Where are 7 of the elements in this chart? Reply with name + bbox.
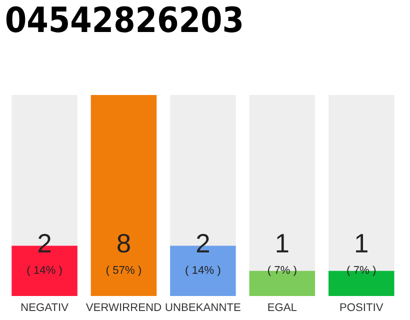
x-tick-label: EGAL [268, 303, 297, 312]
x-tick-label: UNBEKANNTE [166, 303, 240, 312]
x-tick-label: POSITIV [340, 303, 384, 312]
data-label: 8 ( 57% ) [106, 234, 141, 276]
x-tick-label: VERWIRREND [86, 303, 162, 311]
chart-title: 04542826203 [6, 6, 242, 32]
x-tick-label: NEGATIV [21, 303, 68, 312]
